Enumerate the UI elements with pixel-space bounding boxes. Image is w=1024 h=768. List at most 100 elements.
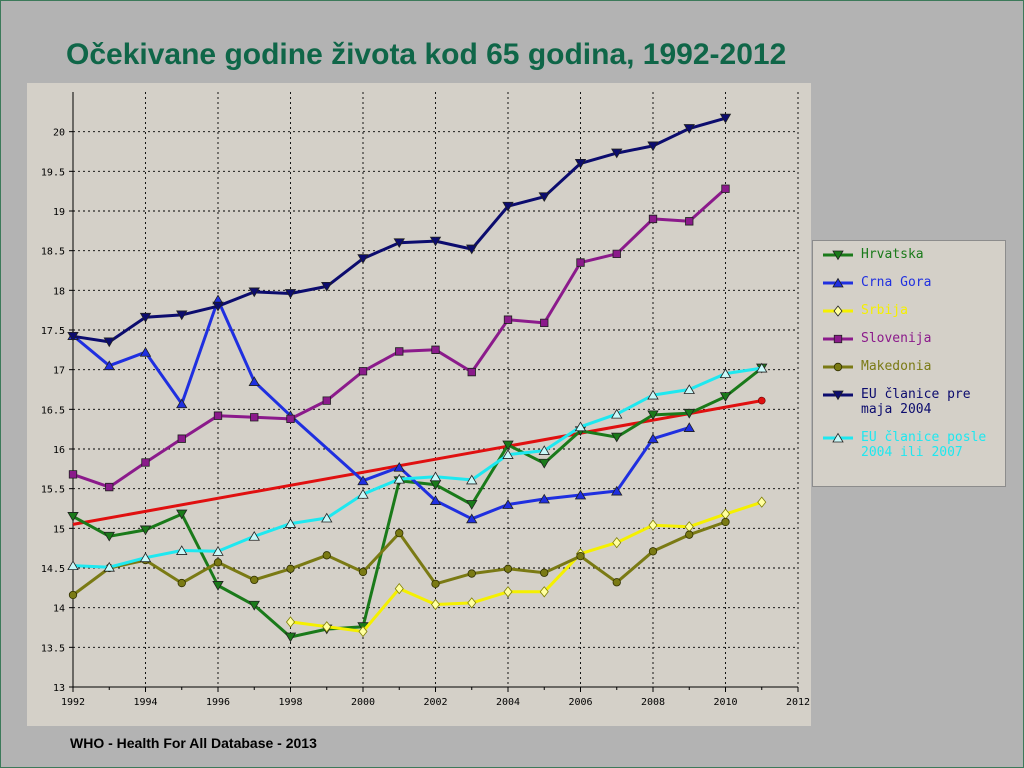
- series-6-point: [284, 289, 297, 299]
- series-2-point: [466, 513, 478, 524]
- line-chart: 1992 1994 1996 1998 2000 2002 2004 2006 2008 2010…: [41, 92, 810, 708]
- y-tick-label: 20: [53, 128, 65, 139]
- series-5-point: [467, 569, 476, 578]
- x-tick-label: 1992: [61, 697, 85, 708]
- series-6-point: [103, 337, 115, 348]
- y-tick-label: 19.5: [41, 167, 65, 178]
- y-tick-label: 17: [53, 366, 65, 377]
- series-2-point: [429, 495, 442, 505]
- series-3-point: [358, 625, 368, 638]
- x-tick-label: 2002: [423, 697, 447, 708]
- series-6-point: [429, 236, 442, 247]
- series-5-point: [213, 558, 223, 567]
- series-1-point: [538, 458, 550, 469]
- series-7-point: [393, 473, 405, 484]
- series-7-point: [756, 362, 768, 373]
- series-5-point: [322, 551, 331, 560]
- series-5-point: [250, 575, 259, 585]
- series-3-point: [394, 582, 404, 595]
- series-3-point: [503, 586, 513, 598]
- series-5-point: [648, 547, 658, 556]
- series-line-7: [72, 366, 763, 569]
- y-tick-label: 18: [53, 286, 65, 297]
- series-6-point: [574, 159, 587, 169]
- series-7-point: [683, 384, 695, 394]
- legend-swatch: [823, 362, 853, 372]
- series-7-point: [719, 368, 732, 379]
- y-tick-label: 15: [53, 524, 65, 535]
- series-5-point: [685, 530, 694, 539]
- series-4-point: [322, 396, 331, 405]
- x-tick-label: 2006: [568, 697, 592, 708]
- series-6-point: [466, 244, 478, 255]
- slide-title: Očekivane godine života kod 65 godina, 1…: [66, 38, 787, 71]
- series-4-point: [540, 318, 549, 328]
- y-tick-label: 18.5: [41, 247, 65, 258]
- series-7-point: [67, 560, 79, 571]
- series-1-point: [103, 531, 115, 542]
- series-7-point: [538, 445, 550, 455]
- x-tick-label: 2000: [351, 697, 375, 708]
- series-1-point: [139, 525, 152, 536]
- legend-label: Srbija: [861, 303, 908, 318]
- series-4-point: [431, 345, 440, 354]
- series-7-point: [284, 518, 297, 528]
- series-1-point: [683, 408, 695, 419]
- series-6-point: [67, 331, 79, 342]
- series-5-point: [431, 579, 440, 589]
- x-tick-label: 1996: [206, 697, 230, 708]
- y-tick-label: 15.5: [41, 485, 65, 496]
- series-7-point: [357, 488, 369, 499]
- series-6-point: [393, 238, 405, 249]
- series-7-point: [574, 421, 587, 432]
- y-tick-label: 14.5: [41, 564, 65, 575]
- series-6-point: [321, 281, 333, 292]
- series-4-point: [648, 214, 658, 224]
- series-4-point: [503, 315, 513, 324]
- legend-swatch: [823, 250, 853, 261]
- series-4-point: [721, 184, 730, 193]
- legend-item: Crna Gora: [821, 275, 995, 290]
- series-6-point: [719, 113, 732, 124]
- series-2-point: [683, 422, 695, 432]
- series-6-point: [538, 192, 550, 203]
- series-1-point: [719, 392, 732, 402]
- trend-line-end-marker: [757, 396, 766, 405]
- series-7-point: [647, 389, 659, 400]
- legend-item: Srbija: [821, 303, 995, 318]
- series-7-point: [321, 512, 333, 523]
- series-6-point: [611, 148, 623, 159]
- legend-label: EU članice posle 2004 ili 2007: [861, 430, 987, 460]
- series-1-point: [67, 512, 79, 522]
- series-7-point: [176, 545, 188, 555]
- legend-swatch: [823, 334, 853, 344]
- series-4-point: [213, 411, 223, 420]
- legend-item: EU članice posle 2004 ili 2007: [821, 430, 995, 460]
- series-1-point: [502, 440, 514, 451]
- series-2-point: [357, 475, 369, 486]
- series-6-point: [683, 124, 695, 134]
- y-tick-label: 17.5: [41, 326, 65, 337]
- series-7-point: [502, 449, 514, 459]
- series-4-point: [612, 249, 621, 258]
- legend-label: Slovenija: [861, 331, 932, 346]
- series-1-point: [647, 410, 659, 421]
- series-3-point: [322, 621, 332, 633]
- series-3-point: [757, 496, 767, 508]
- series-line-3: [290, 500, 763, 633]
- legend-label: EU članice pre maja 2004: [861, 387, 971, 417]
- x-tick-label: 1994: [133, 697, 157, 708]
- series-4-point: [68, 470, 78, 479]
- series-5-point: [612, 578, 621, 587]
- series-4-point: [467, 367, 476, 377]
- series-2-point: [502, 499, 514, 509]
- series-1-point: [284, 632, 297, 643]
- series-7-point: [212, 546, 224, 556]
- source-note: WHO - Health For All Database - 2013: [70, 735, 317, 751]
- series-2-point: [176, 398, 188, 409]
- legend-item: Slovenija: [821, 331, 995, 346]
- series-2-point: [574, 489, 587, 500]
- series-6-point: [357, 254, 369, 264]
- series-3-point: [467, 597, 477, 609]
- series-3-point: [648, 519, 658, 531]
